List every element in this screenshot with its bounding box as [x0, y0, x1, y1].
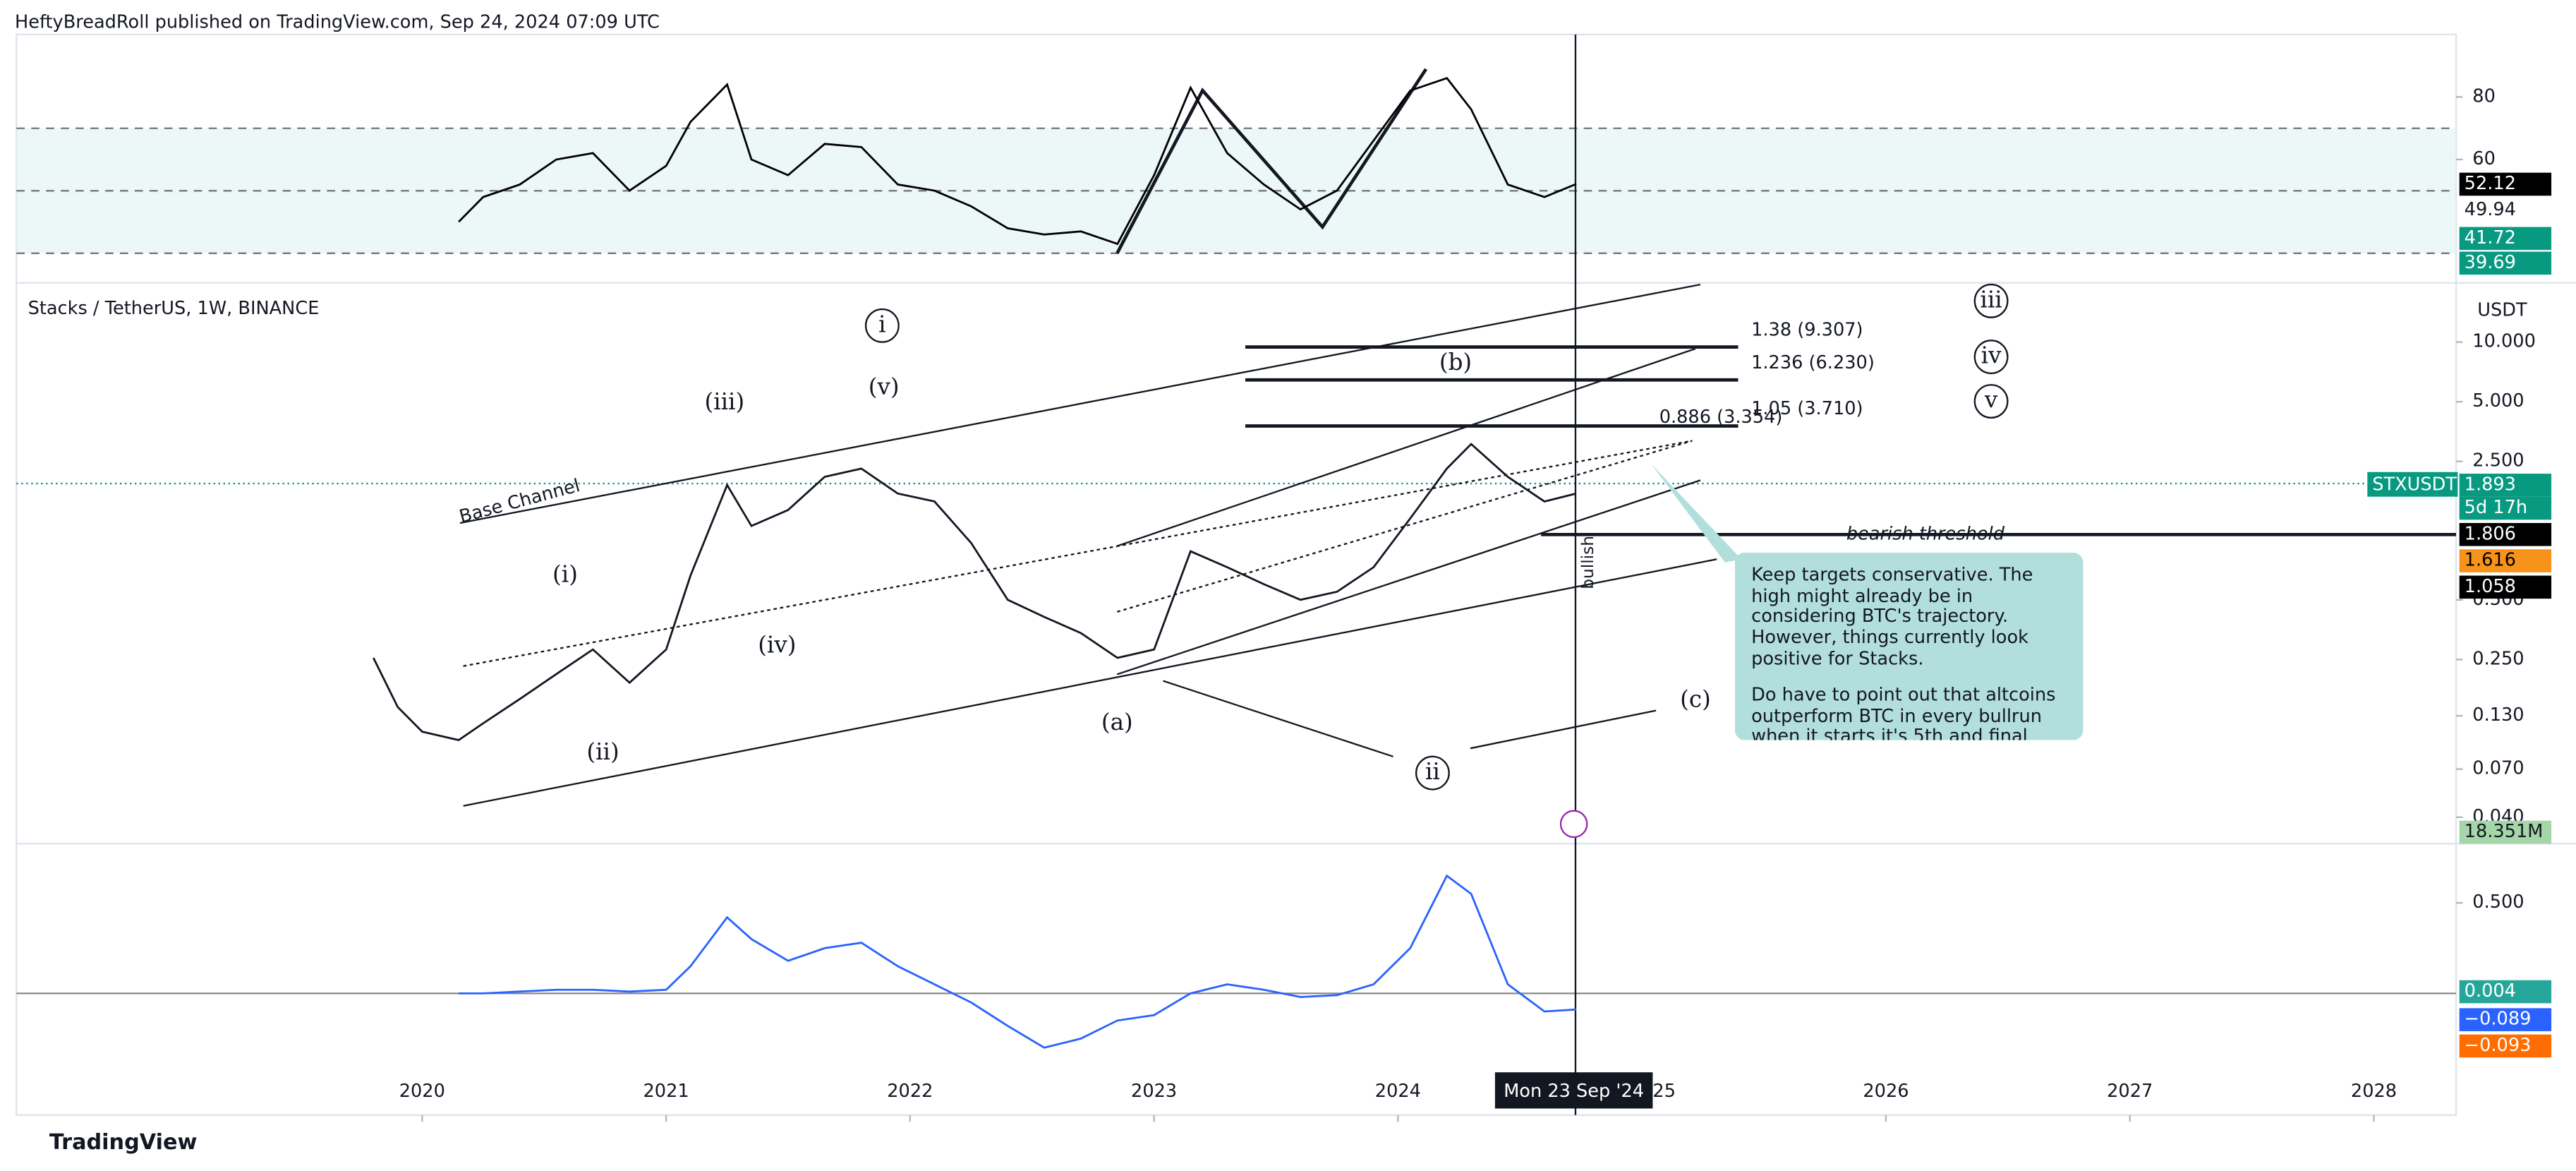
- annotation: (ii): [586, 738, 619, 765]
- x-tick-label: 2027: [2107, 1081, 2153, 1102]
- x-tick-label: 2024: [1375, 1081, 1421, 1102]
- wave-circle: [1973, 384, 2009, 419]
- note-pointer: [1651, 464, 1742, 563]
- annotation: v: [1984, 387, 1998, 414]
- scale-label-bg: [2459, 820, 2552, 844]
- projection: [1163, 680, 1393, 757]
- symbol-title: Stacks / TetherUS, 1W, BINANCE: [28, 298, 320, 319]
- x-tick-label: 2026: [1863, 1081, 1909, 1102]
- x-tick-label: 2028: [2351, 1081, 2397, 1102]
- wave-circle: [1415, 755, 1450, 791]
- projection: [1470, 709, 1657, 750]
- x-tick-label: 2023: [1131, 1081, 1177, 1102]
- y-tick-label: 5.000: [2472, 390, 2524, 412]
- scale-label: −0.089: [2465, 1009, 2532, 1030]
- scale-label: 49.94: [2465, 199, 2516, 220]
- event-icon: [1559, 810, 1588, 839]
- annotation: 1.236 (6.230): [1751, 352, 1875, 373]
- annotation: (v): [869, 373, 900, 400]
- currency: USDT: [2477, 299, 2527, 320]
- scale-label-bg: [2459, 980, 2552, 1004]
- y-tick-label: 2.500: [2472, 450, 2524, 472]
- annotation: 1.38 (9.307): [1751, 319, 1863, 340]
- annotation: (i): [552, 561, 578, 588]
- wave-circle: [1973, 283, 2009, 318]
- scale-label: 39.69: [2465, 252, 2516, 273]
- x-tick-label: 2021: [643, 1081, 689, 1102]
- published-line: HeftyBreadRoll published on TradingView.…: [15, 12, 660, 33]
- scale-label: 0.004: [2465, 980, 2516, 1002]
- annotation: (iii): [704, 388, 744, 415]
- y-tick-label: 60: [2472, 148, 2496, 169]
- series-line: [459, 874, 1576, 1049]
- y-tick-label: 10.000: [2472, 331, 2536, 352]
- scale-label-bg: [2459, 496, 2552, 520]
- annotation: bearish threshold: [1846, 523, 2005, 544]
- y-tick-label: 0.500: [2472, 891, 2524, 913]
- wave-circle: [864, 308, 900, 343]
- scale-label-bg: [2459, 549, 2552, 572]
- w-pattern: [1115, 68, 1428, 254]
- chart-frame: [16, 33, 2457, 1116]
- note-box: Keep targets conservative. The high migh…: [1734, 552, 2084, 740]
- symbol-tag-bg: [2367, 472, 2458, 497]
- trend-line: [1116, 479, 1701, 675]
- scale-label: 18.351M: [2465, 821, 2544, 842]
- scale-label: 1.058: [2465, 576, 2516, 597]
- trend-line: [1116, 347, 1696, 547]
- logo: TradingView: [49, 1130, 198, 1155]
- scale-label: 1.616: [2465, 550, 2516, 571]
- x-tick-label: 2020: [399, 1081, 445, 1102]
- scale-label-bg: [2459, 1008, 2552, 1031]
- scale-label-bg: [2459, 198, 2552, 222]
- scale-label-bg: [2459, 575, 2552, 599]
- series-line: [373, 443, 1577, 742]
- y-tick-label: 0.070: [2472, 758, 2524, 779]
- annotation: (a): [1101, 709, 1133, 735]
- annotation: 1.05 (3.710): [1751, 398, 1863, 419]
- annotation: (iv): [758, 632, 796, 659]
- note-text: Do have to point out that altcoins outpe…: [1751, 684, 2056, 740]
- note-text: Keep targets conservative. The high migh…: [1751, 564, 2033, 669]
- scale-label: 5d 17h: [2465, 497, 2527, 518]
- y-tick-label: 0.250: [2472, 648, 2524, 669]
- series-line: [458, 77, 1577, 246]
- scale-label-bg: [2459, 251, 2552, 275]
- scale-label: 52.12: [2465, 173, 2516, 194]
- annotation: iv: [1981, 342, 2002, 369]
- scale-label: 41.72: [2465, 227, 2516, 248]
- scale-label: 1.806: [2465, 523, 2516, 544]
- crosshair-label: Mon 23 Sep '24: [1504, 1081, 1644, 1102]
- annotation: iii: [1980, 286, 2002, 313]
- y-tick-label: 80: [2472, 85, 2496, 107]
- crosshair-label-bg: [1494, 1072, 1653, 1109]
- scale-label-bg: [2459, 172, 2552, 196]
- annotation: (c): [1680, 686, 1711, 713]
- scale-label-bg: [2459, 522, 2552, 546]
- scale-label-bg: [2459, 474, 2552, 497]
- x-tick-label: 2022: [887, 1081, 933, 1102]
- wave-circle: [1973, 340, 2009, 375]
- annotation: ii: [1425, 758, 1440, 785]
- x-tick-label: 25: [1652, 1081, 1676, 1102]
- scale-label-bg: [2459, 227, 2552, 251]
- scale-label: −0.093: [2465, 1035, 2532, 1056]
- dotted-line: [1117, 440, 1693, 613]
- channel-bottom: [463, 558, 1717, 807]
- note: Keep targets conservative. The high migh…: [1734, 552, 2084, 740]
- scale-label-bg: [2459, 1034, 2552, 1058]
- dotted-line: [463, 440, 1693, 667]
- channel-top: [459, 283, 1701, 524]
- y-tick-label: 0.130: [2472, 704, 2524, 726]
- drawings: [459, 34, 2457, 1115]
- annotation: (b): [1439, 349, 1472, 376]
- symbol-tag: STXUSDT: [2372, 474, 2457, 495]
- annotation: bullish: [1578, 536, 1597, 589]
- annotation: 0.886 (3.354): [1659, 407, 1783, 428]
- annotation: i: [878, 311, 885, 337]
- scale-label: 1.893: [2465, 474, 2516, 495]
